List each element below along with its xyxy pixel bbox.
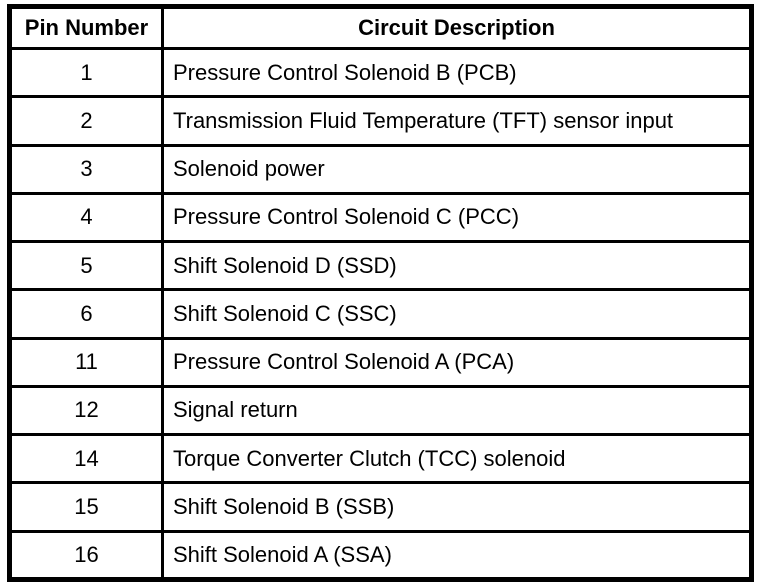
circuit-description-cell: Solenoid power [161,143,753,195]
table-row: 6 Shift Solenoid C (SSC) [8,288,753,340]
circuit-description-cell: Transmission Fluid Temperature (TFT) sen… [161,95,753,147]
table-row: 3 Solenoid power [8,143,753,195]
pin-circuit-table-container: Pin Number Circuit Description 1 Pressure… [7,4,754,582]
pin-number-cell: 12 [8,384,164,437]
pin-number-cell: 3 [8,143,164,195]
circuit-description-header: Circuit Description [161,5,753,50]
circuit-description-cell: Shift Solenoid B (SSB) [161,481,753,533]
circuit-description-cell: Shift Solenoid C (SSC) [161,288,753,340]
table-row: 14 Torque Converter Clutch (TCC) solenoid [8,433,753,485]
table-row: 15 Shift Solenoid B (SSB) [8,481,753,533]
table-row: 11 Pressure Control Solenoid A (PCA) [8,336,753,388]
pin-number-cell: 6 [8,288,164,340]
pin-number-cell: 14 [8,433,164,485]
pin-number-cell: 15 [8,481,164,533]
circuit-description-cell: Torque Converter Clutch (TCC) solenoid [161,433,753,485]
table-row: 1 Pressure Control Solenoid B (PCB) [8,46,753,99]
circuit-description-cell: Shift Solenoid D (SSD) [161,240,753,292]
pin-number-cell: 5 [8,240,164,292]
pin-number-cell: 16 [8,529,164,582]
pin-number-header: Pin Number [8,5,164,50]
circuit-description-cell: Signal return [161,384,753,437]
table-row: 16 Shift Solenoid A (SSA) [8,529,753,582]
circuit-description-cell: Pressure Control Solenoid A (PCA) [161,336,753,388]
table-row: 5 Shift Solenoid D (SSD) [8,240,753,292]
table-row: 4 Pressure Control Solenoid C (PCC) [8,191,753,244]
circuit-description-cell: Pressure Control Solenoid B (PCB) [161,46,753,99]
circuit-description-cell: Pressure Control Solenoid C (PCC) [161,191,753,244]
header-row: Pin Number Circuit Description [8,5,753,50]
pin-number-cell: 4 [8,191,164,244]
circuit-description-cell: Shift Solenoid A (SSA) [161,529,753,582]
pin-number-cell: 2 [8,95,164,147]
table-row: 2 Transmission Fluid Temperature (TFT) se… [8,95,753,147]
table-row: 12 Signal return [8,384,753,437]
pin-number-cell: 1 [8,46,164,99]
pin-circuit-table: Pin Number Circuit Description 1 Pressure… [7,4,754,582]
pin-number-cell: 11 [8,336,164,388]
